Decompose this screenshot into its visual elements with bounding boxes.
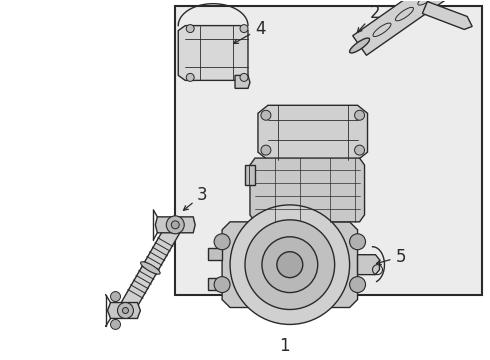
Ellipse shape	[141, 262, 160, 274]
Text: 1: 1	[279, 337, 290, 355]
Ellipse shape	[118, 302, 133, 319]
Polygon shape	[245, 165, 255, 185]
Text: 3: 3	[183, 186, 208, 210]
Text: 5: 5	[376, 248, 406, 266]
Polygon shape	[250, 158, 365, 222]
Ellipse shape	[240, 73, 248, 81]
Polygon shape	[208, 278, 222, 289]
Ellipse shape	[277, 252, 303, 278]
Polygon shape	[235, 75, 250, 88]
Ellipse shape	[355, 110, 365, 120]
Ellipse shape	[214, 276, 230, 293]
Text: 2: 2	[357, 4, 380, 32]
Ellipse shape	[166, 216, 184, 234]
Ellipse shape	[349, 276, 366, 293]
Ellipse shape	[111, 319, 121, 329]
Ellipse shape	[245, 220, 335, 310]
Ellipse shape	[186, 73, 194, 81]
Ellipse shape	[349, 234, 366, 250]
Ellipse shape	[240, 24, 248, 32]
Ellipse shape	[172, 221, 179, 229]
Ellipse shape	[111, 292, 121, 302]
Bar	[175, 6, 482, 294]
Ellipse shape	[230, 205, 349, 324]
Text: 4: 4	[234, 19, 266, 44]
Ellipse shape	[261, 145, 271, 155]
Polygon shape	[353, 0, 456, 55]
Polygon shape	[358, 255, 379, 275]
Polygon shape	[208, 248, 222, 260]
Polygon shape	[422, 1, 472, 30]
Polygon shape	[107, 302, 141, 319]
Ellipse shape	[214, 234, 230, 250]
Ellipse shape	[186, 24, 194, 32]
Polygon shape	[222, 222, 358, 307]
Ellipse shape	[262, 237, 318, 293]
Polygon shape	[155, 217, 195, 233]
Polygon shape	[119, 221, 182, 315]
Polygon shape	[258, 105, 368, 160]
Ellipse shape	[349, 38, 369, 53]
Ellipse shape	[122, 307, 128, 314]
Ellipse shape	[355, 145, 365, 155]
Ellipse shape	[261, 110, 271, 120]
Polygon shape	[178, 26, 248, 80]
